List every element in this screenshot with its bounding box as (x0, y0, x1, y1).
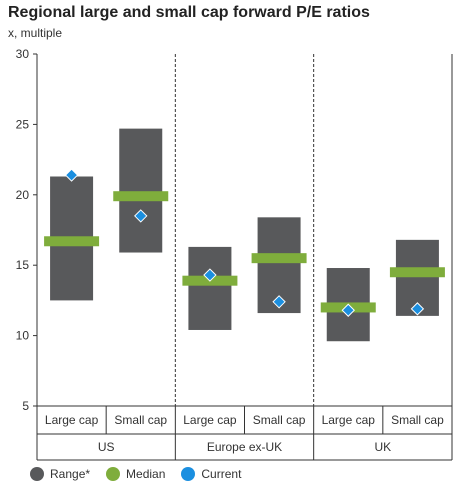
median-marker (44, 236, 100, 247)
legend-label: Range* (50, 467, 91, 481)
y-tick-label: 10 (16, 329, 30, 343)
legend-item: Median (106, 467, 165, 481)
group-label: Europe ex-UK (207, 440, 282, 454)
legend-swatch (30, 467, 44, 481)
chart-title: Regional large and small cap forward P/E… (8, 4, 370, 21)
current-marker (64, 168, 79, 182)
category-label: Small cap (391, 413, 444, 427)
category-label: Large cap (183, 413, 237, 427)
y-tick-label: 30 (16, 47, 30, 61)
median-marker (113, 191, 169, 202)
legend-item: Current (181, 467, 241, 481)
category-label: Small cap (253, 413, 306, 427)
median-marker (389, 267, 445, 278)
y-axis-label: x, multiple (8, 26, 63, 40)
legend-swatch (181, 467, 196, 481)
group-label: UK (374, 440, 391, 454)
current-marker (203, 268, 217, 282)
category-label: Large cap (45, 413, 99, 427)
category-label: Large cap (322, 413, 376, 427)
current-marker (410, 302, 425, 316)
legend-label: Current (201, 467, 242, 481)
range-bar (119, 128, 163, 253)
y-tick-label: 15 (16, 258, 30, 272)
current-marker (272, 295, 286, 309)
range-bar (188, 246, 232, 330)
legend-label: Median (126, 467, 166, 481)
current-marker (341, 303, 355, 317)
category-label: Small cap (114, 413, 167, 427)
median-marker (251, 253, 307, 264)
group-label: US (98, 440, 115, 454)
current-marker (134, 209, 148, 223)
y-tick-label: 20 (16, 188, 30, 202)
legend-swatch (106, 467, 121, 481)
y-tick-label: 25 (16, 117, 30, 131)
y-tick-label: 5 (22, 399, 29, 413)
legend: Range* Median Current (30, 467, 257, 481)
legend-item: Range* (30, 467, 90, 481)
